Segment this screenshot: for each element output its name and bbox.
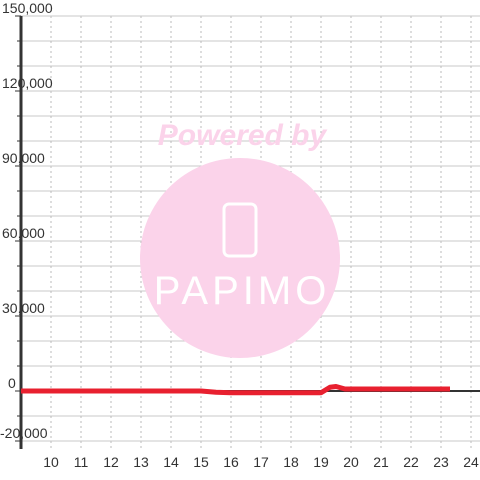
watermark-circle [140,158,340,358]
x-tick-label: 19 [313,454,329,470]
x-tick-label: 24 [463,454,479,470]
x-tick-label: 21 [373,454,389,470]
y-tick-label: -20,000 [0,425,48,441]
x-tick-label: 13 [133,454,149,470]
y-tick-label: 0 [8,375,16,391]
y-tick-label: 60,000 [2,225,45,241]
watermark-text: Powered by [158,119,328,152]
y-tick-label: 150,000 [2,0,53,16]
y-tick-label: 120,000 [2,75,53,91]
x-tick-label: 20 [343,454,359,470]
x-tick-label: 18 [283,454,299,470]
y-tick-label: 30,000 [2,300,45,316]
x-tick-label: 11 [74,454,89,470]
y-tick-label: 90,000 [2,150,45,166]
x-tick-label: 14 [163,454,179,470]
x-tick-label: 15 [193,454,209,470]
x-tick-label: 22 [403,454,419,470]
watermark-logo: PAPIMO [154,269,331,313]
x-tick-label: 23 [433,454,449,470]
x-tick-label: 17 [253,454,269,470]
line-series [21,384,450,396]
x-tick-label: 16 [223,454,239,470]
x-tick-label: 10 [43,454,59,470]
x-tick-label: 12 [103,454,119,470]
watermark-phone [222,202,258,258]
